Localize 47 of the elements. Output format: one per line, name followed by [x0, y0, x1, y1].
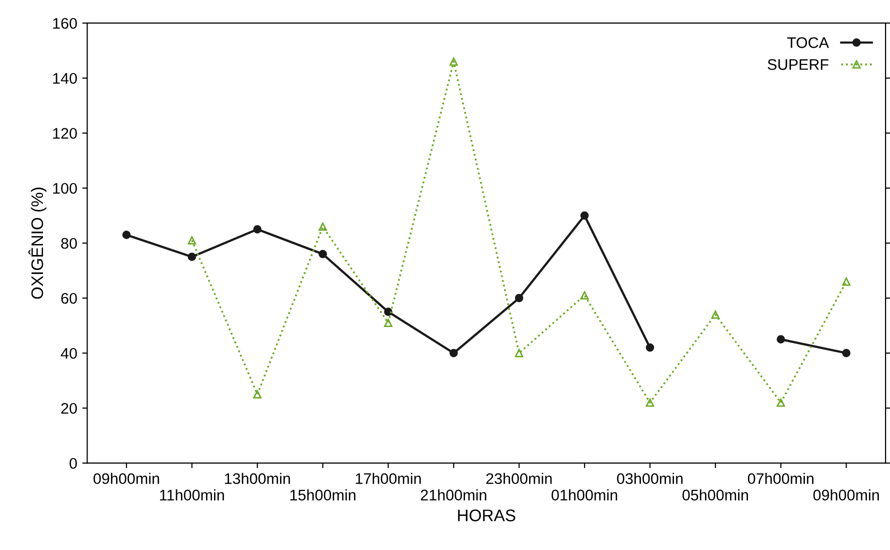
point: [318, 222, 327, 231]
point: [188, 252, 196, 262]
point: [450, 348, 458, 358]
point: [842, 277, 850, 286]
point: [514, 294, 524, 302]
x-tick-label: 05h00min: [682, 489, 748, 500]
point: [253, 225, 262, 234]
x-axis-title: HORAS: [458, 510, 516, 522]
x-tick-label: 01h00min: [552, 489, 618, 500]
point: [384, 308, 392, 316]
x-tick-label: 21h00min: [420, 489, 486, 500]
point: [842, 348, 850, 358]
point: [514, 348, 524, 358]
y-tick-label: 160: [53, 18, 77, 29]
point: [122, 230, 131, 240]
y-tick-label: 80: [61, 238, 77, 249]
point: [384, 318, 392, 328]
point: [776, 398, 786, 407]
point: [711, 310, 720, 319]
y-tick-label: 100: [53, 182, 77, 194]
x-tick-label: 07h00min: [748, 472, 814, 484]
x-tick-label: 03h00min: [617, 472, 683, 484]
y-tick-label: 0: [70, 458, 77, 469]
point: [580, 211, 589, 220]
y-tick-label: 40: [60, 348, 77, 359]
point: [776, 335, 786, 344]
point: [318, 250, 327, 258]
x-tick-label: 11h00min: [160, 489, 224, 500]
x-tick-label: 17h00min: [356, 472, 421, 484]
y-tick-label: 20: [61, 402, 77, 414]
x-tick-label: 09h00min: [94, 472, 160, 484]
legend-label: SUPERF: [768, 59, 828, 70]
y-tick-label: 120: [53, 128, 77, 139]
point: [188, 236, 196, 245]
legend-label: TOCA: [787, 37, 829, 48]
point: [646, 343, 654, 352]
x-tick-label: 23h00min: [486, 472, 552, 484]
point: [580, 291, 589, 300]
y-tick-label: 60: [61, 292, 77, 304]
y-tick-label: 140: [53, 72, 77, 84]
point: [253, 390, 262, 399]
x-tick-label: 13h00min: [224, 472, 290, 484]
x-tick-label: 09h00min: [813, 489, 879, 500]
x-tick-label: 15h00min: [290, 489, 356, 500]
y-axis-title: OXIGÊNIO (%): [28, 188, 46, 299]
point: [646, 398, 654, 407]
point: [450, 57, 458, 66]
